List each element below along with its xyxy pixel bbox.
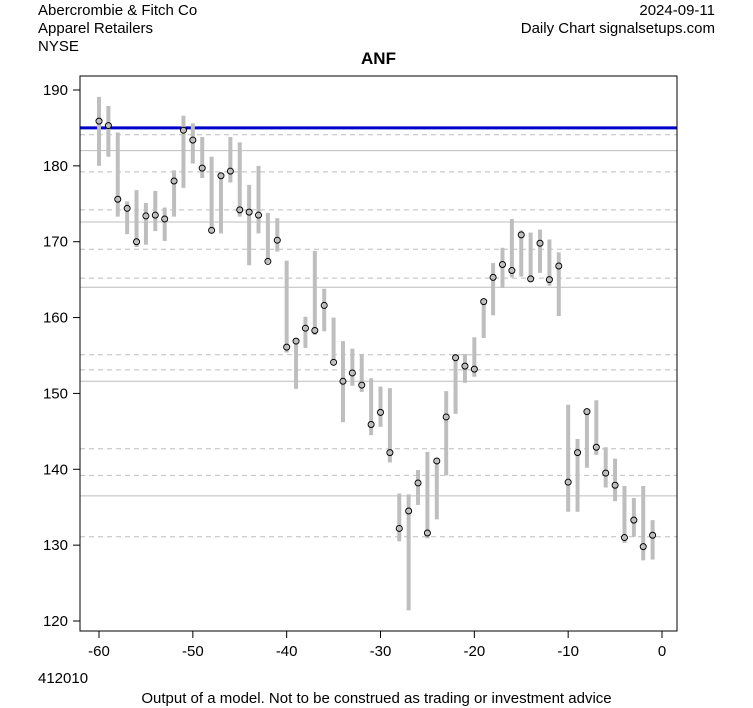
close-point	[170, 177, 178, 185]
close-point	[133, 238, 141, 246]
close-point	[564, 478, 572, 486]
close-point	[123, 204, 131, 212]
close-point	[217, 172, 225, 180]
y-tick-label: 120	[43, 613, 68, 630]
chart-title: ANF	[361, 49, 396, 68]
code-label: 412010	[38, 670, 89, 687]
disclaimer: Output of a model. Not to be construed a…	[141, 690, 612, 707]
close-point	[461, 362, 469, 370]
chart-source: Daily Chart signalsetups.com	[520, 20, 715, 37]
close-point	[527, 275, 535, 283]
chart-date: 2024-09-11	[639, 2, 715, 19]
close-point	[208, 226, 216, 234]
close-point	[330, 358, 338, 366]
close-point	[161, 215, 169, 223]
close-point	[226, 167, 234, 175]
close-point	[602, 469, 610, 477]
close-point	[545, 276, 553, 284]
close-point	[583, 408, 591, 416]
close-point	[189, 136, 197, 144]
close-point	[283, 343, 291, 351]
close-point	[264, 257, 272, 265]
close-point	[592, 443, 600, 451]
x-tick-label: -60	[88, 643, 110, 660]
close-point	[639, 543, 647, 551]
close-point	[367, 421, 375, 429]
y-tick-label: 180	[43, 158, 68, 175]
x-tick-label: -40	[276, 643, 298, 660]
close-point	[292, 337, 300, 345]
close-point	[489, 273, 497, 281]
close-point	[452, 354, 460, 362]
close-point	[442, 413, 450, 421]
close-point	[536, 239, 544, 247]
x-tick-label: -50	[182, 643, 204, 660]
close-point	[611, 481, 619, 489]
x-tick-label: -10	[557, 643, 579, 660]
close-point	[498, 260, 506, 268]
close-point	[649, 531, 657, 539]
close-point	[179, 126, 187, 134]
close-point	[198, 164, 206, 172]
close-point	[508, 267, 516, 275]
close-point	[517, 231, 525, 239]
close-point	[433, 457, 441, 465]
close-point	[320, 301, 328, 309]
x-tick-label: 0	[658, 643, 666, 660]
close-point	[95, 117, 103, 125]
company-name: Abercrombie & Fitch Co	[38, 2, 198, 19]
close-point	[142, 212, 150, 220]
close-point	[273, 236, 281, 244]
close-point	[339, 377, 347, 385]
x-tick-label: -30	[370, 643, 392, 660]
y-tick-label: 190	[43, 82, 68, 99]
plot-frame	[79, 75, 678, 632]
close-point	[620, 534, 628, 542]
close-point	[470, 365, 478, 373]
close-point	[405, 507, 413, 515]
y-tick-label: 140	[43, 461, 68, 478]
x-tick-label: -20	[463, 643, 485, 660]
y-tick-label: 130	[43, 537, 68, 554]
close-point	[480, 298, 488, 306]
close-point	[348, 369, 356, 377]
close-point	[555, 262, 563, 270]
close-point	[114, 195, 122, 203]
sector: Apparel Retailers	[38, 20, 154, 37]
y-tick-label: 150	[43, 385, 68, 402]
close-point	[574, 449, 582, 457]
close-point	[358, 381, 366, 389]
close-point	[236, 206, 244, 214]
close-point	[151, 211, 159, 219]
exchange: NYSE	[38, 38, 79, 55]
close-point	[311, 326, 319, 334]
close-point	[414, 479, 422, 487]
close-point	[630, 516, 638, 524]
y-tick-label: 170	[43, 234, 68, 251]
close-point	[377, 408, 384, 416]
close-point	[301, 324, 309, 332]
close-point	[255, 211, 263, 219]
close-point	[104, 122, 112, 130]
y-tick-label: 160	[43, 310, 68, 327]
close-point	[245, 208, 253, 216]
close-point	[395, 524, 403, 532]
close-point	[423, 529, 431, 537]
close-point	[386, 449, 394, 457]
